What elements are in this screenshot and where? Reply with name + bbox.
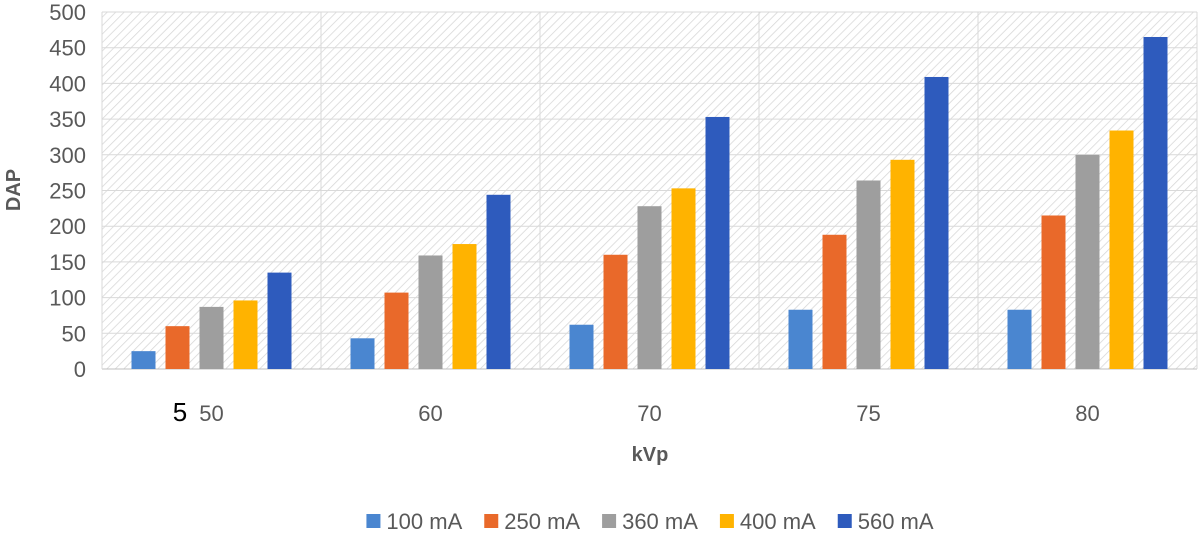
bar bbox=[637, 206, 662, 369]
y-tick-label: 300 bbox=[49, 143, 86, 168]
bar bbox=[569, 324, 594, 369]
y-tick-label: 100 bbox=[49, 286, 86, 311]
legend-swatch bbox=[366, 514, 381, 528]
bar bbox=[384, 292, 409, 369]
x-tick-label: 75 bbox=[856, 401, 880, 426]
bar bbox=[671, 188, 696, 369]
y-tick-label: 150 bbox=[49, 250, 86, 275]
bar bbox=[1007, 309, 1032, 369]
bar bbox=[822, 234, 847, 369]
legend-swatch bbox=[484, 514, 499, 528]
y-tick-label: 350 bbox=[49, 107, 86, 132]
bar bbox=[705, 116, 730, 369]
y-tick-label: 400 bbox=[49, 71, 86, 96]
x-tick-label: 60 bbox=[418, 401, 442, 426]
y-tick-label: 250 bbox=[49, 179, 86, 204]
bar bbox=[890, 159, 915, 369]
x-tick-label: 50 bbox=[199, 401, 223, 426]
x-tick-label: 70 bbox=[637, 401, 661, 426]
bar bbox=[199, 306, 224, 369]
bar bbox=[267, 272, 292, 369]
y-tick-label: 500 bbox=[49, 0, 86, 25]
y-tick-label: 450 bbox=[49, 36, 86, 61]
bar bbox=[233, 300, 258, 369]
y-tick-label: 200 bbox=[49, 214, 86, 239]
bar bbox=[924, 76, 949, 369]
legend-label: 100 mA bbox=[386, 509, 462, 534]
legend-label: 250 mA bbox=[504, 509, 580, 534]
legend: 100 mA 250 mA 360 mA 400 mA 560 mA bbox=[366, 509, 934, 534]
bar bbox=[1041, 215, 1066, 369]
bar bbox=[788, 309, 813, 369]
legend-label: 400 mA bbox=[740, 509, 816, 534]
legend-swatch bbox=[719, 514, 734, 528]
bar bbox=[131, 351, 156, 369]
x-tick-label: 80 bbox=[1075, 401, 1099, 426]
bar bbox=[1075, 154, 1100, 369]
bar bbox=[350, 338, 375, 369]
legend-swatch bbox=[837, 514, 852, 528]
bar bbox=[486, 194, 511, 369]
stray-label: 5 bbox=[173, 397, 187, 427]
legend-label: 360 mA bbox=[622, 509, 698, 534]
legend-swatch bbox=[602, 514, 617, 528]
bar bbox=[856, 180, 881, 369]
bar bbox=[603, 254, 628, 369]
x-axis-title: kVp bbox=[632, 444, 669, 466]
bar bbox=[1143, 36, 1168, 370]
legend-label: 560 mA bbox=[858, 509, 934, 534]
y-tick-label: 0 bbox=[74, 357, 86, 382]
bar bbox=[1109, 130, 1134, 369]
bar bbox=[418, 255, 443, 369]
bar bbox=[452, 244, 477, 369]
y-axis-title: DAP bbox=[3, 169, 25, 211]
bar bbox=[165, 326, 190, 369]
y-tick-label: 50 bbox=[62, 321, 86, 346]
